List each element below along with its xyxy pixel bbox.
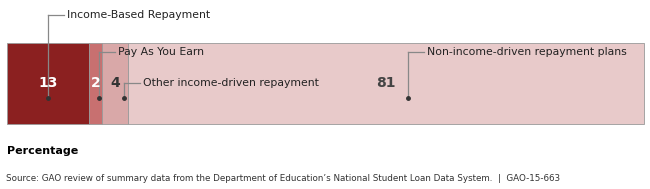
Text: Non-income-driven repayment plans: Non-income-driven repayment plans	[427, 47, 627, 57]
Bar	[102, 43, 127, 124]
Text: 4: 4	[110, 76, 120, 90]
Text: Other income-driven repayment: Other income-driven repayment	[144, 78, 319, 88]
Text: Source: GAO review of summary data from the Department of Education’s National S: Source: GAO review of summary data from …	[6, 174, 560, 183]
Bar	[89, 43, 102, 124]
Text: Percentage: Percentage	[6, 146, 78, 156]
Text: 81: 81	[376, 76, 395, 90]
Text: Income-Based Repayment: Income-Based Repayment	[67, 10, 210, 20]
Text: 13: 13	[38, 76, 58, 90]
Bar	[6, 43, 89, 124]
Text: 2: 2	[91, 76, 101, 90]
Bar	[127, 43, 644, 124]
Text: Pay As You Earn: Pay As You Earn	[118, 47, 204, 57]
